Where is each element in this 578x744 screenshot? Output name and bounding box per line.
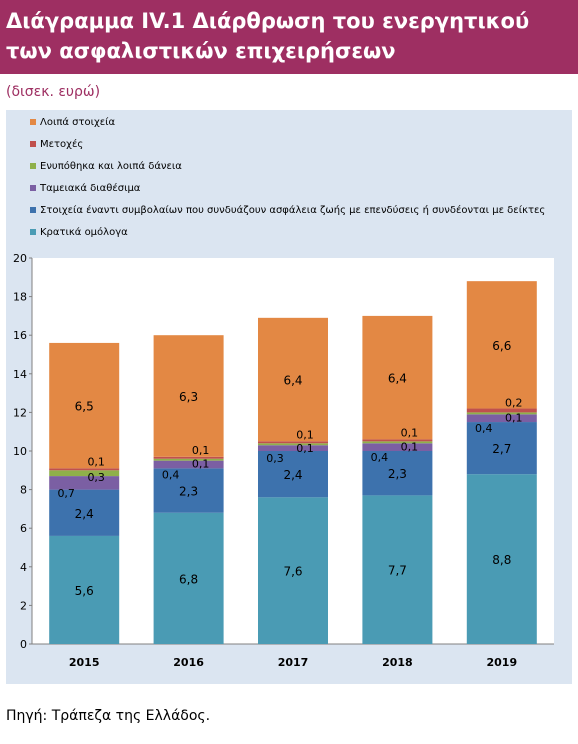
bar-segment: [258, 317, 328, 442]
y-tick-label: 4: [20, 561, 27, 574]
x-tick-label: 2018: [382, 656, 413, 669]
bar-segment: [258, 443, 328, 446]
y-tick-label: 6: [20, 522, 27, 535]
y-tick-label: 2: [20, 599, 27, 612]
x-tick-label: 2019: [486, 656, 517, 669]
bar-segment: [258, 441, 328, 444]
bar-segment: [153, 460, 224, 469]
title-banner: Διάγραμμα IV.1 Διάρθρωση του ενεργητικού…: [0, 0, 578, 74]
data-label: 0,1: [401, 426, 419, 439]
data-label: 2,7: [492, 442, 511, 456]
legend-label: Ταμειακά διαθέσιμα: [39, 182, 141, 194]
data-label: 5,6: [75, 584, 94, 598]
bar-segment: [49, 470, 120, 477]
data-label: 6,4: [283, 374, 302, 388]
stacked-bar-chart: Λοιπά στοιχεία Μετοχές Ενυπόθηκα και λοιπά…: [13, 116, 554, 669]
bar-segment: [258, 497, 328, 644]
bar-segment: [49, 468, 120, 471]
data-label: 0,7: [57, 487, 75, 500]
source-note: Πηγή: Τράπεζα της Ελλάδος.: [6, 708, 211, 724]
bar-segment: [362, 441, 433, 444]
y-tick-label: 8: [20, 484, 27, 497]
data-label: 8,8: [492, 553, 511, 567]
data-label: 0,1: [296, 428, 314, 441]
legend-label: Ενυπόθηκα και λοιπά δάνεια: [40, 160, 182, 172]
bar-segment: [466, 474, 537, 644]
y-tick-label: 10: [13, 445, 27, 458]
bar-segment: [362, 439, 433, 442]
bar-segment: [362, 315, 433, 440]
y-tick-label: 14: [13, 368, 27, 381]
y-tick-label: 12: [13, 406, 27, 419]
legend-swatch: [30, 163, 36, 169]
x-tick-label: 2016: [173, 656, 204, 669]
chart-title: Διάγραμμα IV.1 Διάρθρωση του ενεργητικού…: [6, 9, 530, 63]
data-label: 0,1: [296, 442, 314, 455]
data-label: 0,1: [192, 458, 210, 471]
legend-swatch: [30, 141, 36, 147]
data-label: 0,4: [162, 469, 180, 482]
y-tick-label: 20: [13, 252, 27, 265]
data-label: 0,3: [87, 471, 105, 484]
data-label: 6,6: [492, 339, 511, 353]
data-label: 0,1: [192, 444, 210, 457]
legend-swatch: [30, 229, 36, 235]
bar-segment: [466, 422, 537, 475]
legend-label: Κρατικά ομόλογα: [40, 226, 128, 238]
y-tick-label: 0: [20, 638, 27, 651]
chart-panel: Λοιπά στοιχεία Μετοχές Ενυπόθηκα και λοιπά…: [6, 110, 572, 684]
unit-label: (δισεκ. ευρώ): [6, 84, 101, 100]
legend-label: Στοιχεία έναντι συμβολαίων που συνδυάζου…: [40, 204, 545, 216]
data-label: 2,4: [75, 507, 94, 521]
bar-segment: [466, 414, 537, 423]
data-label: 0,1: [87, 455, 105, 468]
bar-segment: [362, 495, 433, 644]
data-label: 6,5: [75, 400, 94, 414]
data-label: 0,2: [505, 396, 523, 409]
data-label: 2,3: [179, 485, 198, 499]
data-label: 2,4: [283, 468, 302, 482]
legend-label: Μετοχές: [40, 138, 83, 150]
data-label: 7,6: [283, 565, 302, 579]
bar-segment: [49, 535, 120, 644]
bar-segment: [466, 408, 537, 413]
data-label: 6,8: [179, 572, 198, 586]
data-label: 6,4: [388, 372, 407, 386]
data-label: 0,4: [371, 451, 389, 464]
bar-segment: [49, 476, 120, 490]
bar-segment: [466, 281, 537, 409]
x-tick-label: 2017: [278, 656, 309, 669]
bar-segment: [49, 489, 120, 536]
legend-swatch: [30, 119, 36, 125]
bar-segment: [466, 412, 537, 415]
data-label: 0,1: [401, 440, 419, 453]
legend-swatch: [30, 185, 36, 191]
bar-segment: [153, 456, 224, 459]
bar-segment: [153, 458, 224, 461]
data-label: 7,7: [388, 564, 407, 578]
x-tick-label: 2015: [69, 656, 100, 669]
data-label: 6,3: [179, 390, 198, 404]
bar-segment: [153, 335, 224, 457]
legend-label: Λοιπά στοιχεία: [40, 116, 116, 128]
bar-segment: [362, 443, 433, 451]
bar-segment: [49, 342, 120, 469]
y-tick-label: 18: [13, 291, 27, 304]
bar-segment: [258, 451, 328, 498]
data-label: 0,1: [505, 411, 523, 424]
data-label: 2,3: [388, 467, 407, 481]
bar-segment: [258, 445, 328, 451]
data-label: 0,3: [266, 452, 284, 465]
bar-segment: [362, 451, 433, 496]
bar-segment: [153, 512, 224, 644]
data-label: 0,4: [475, 422, 493, 435]
legend-swatch: [30, 207, 36, 213]
bar-segment: [153, 468, 224, 513]
y-tick-label: 16: [13, 329, 27, 342]
